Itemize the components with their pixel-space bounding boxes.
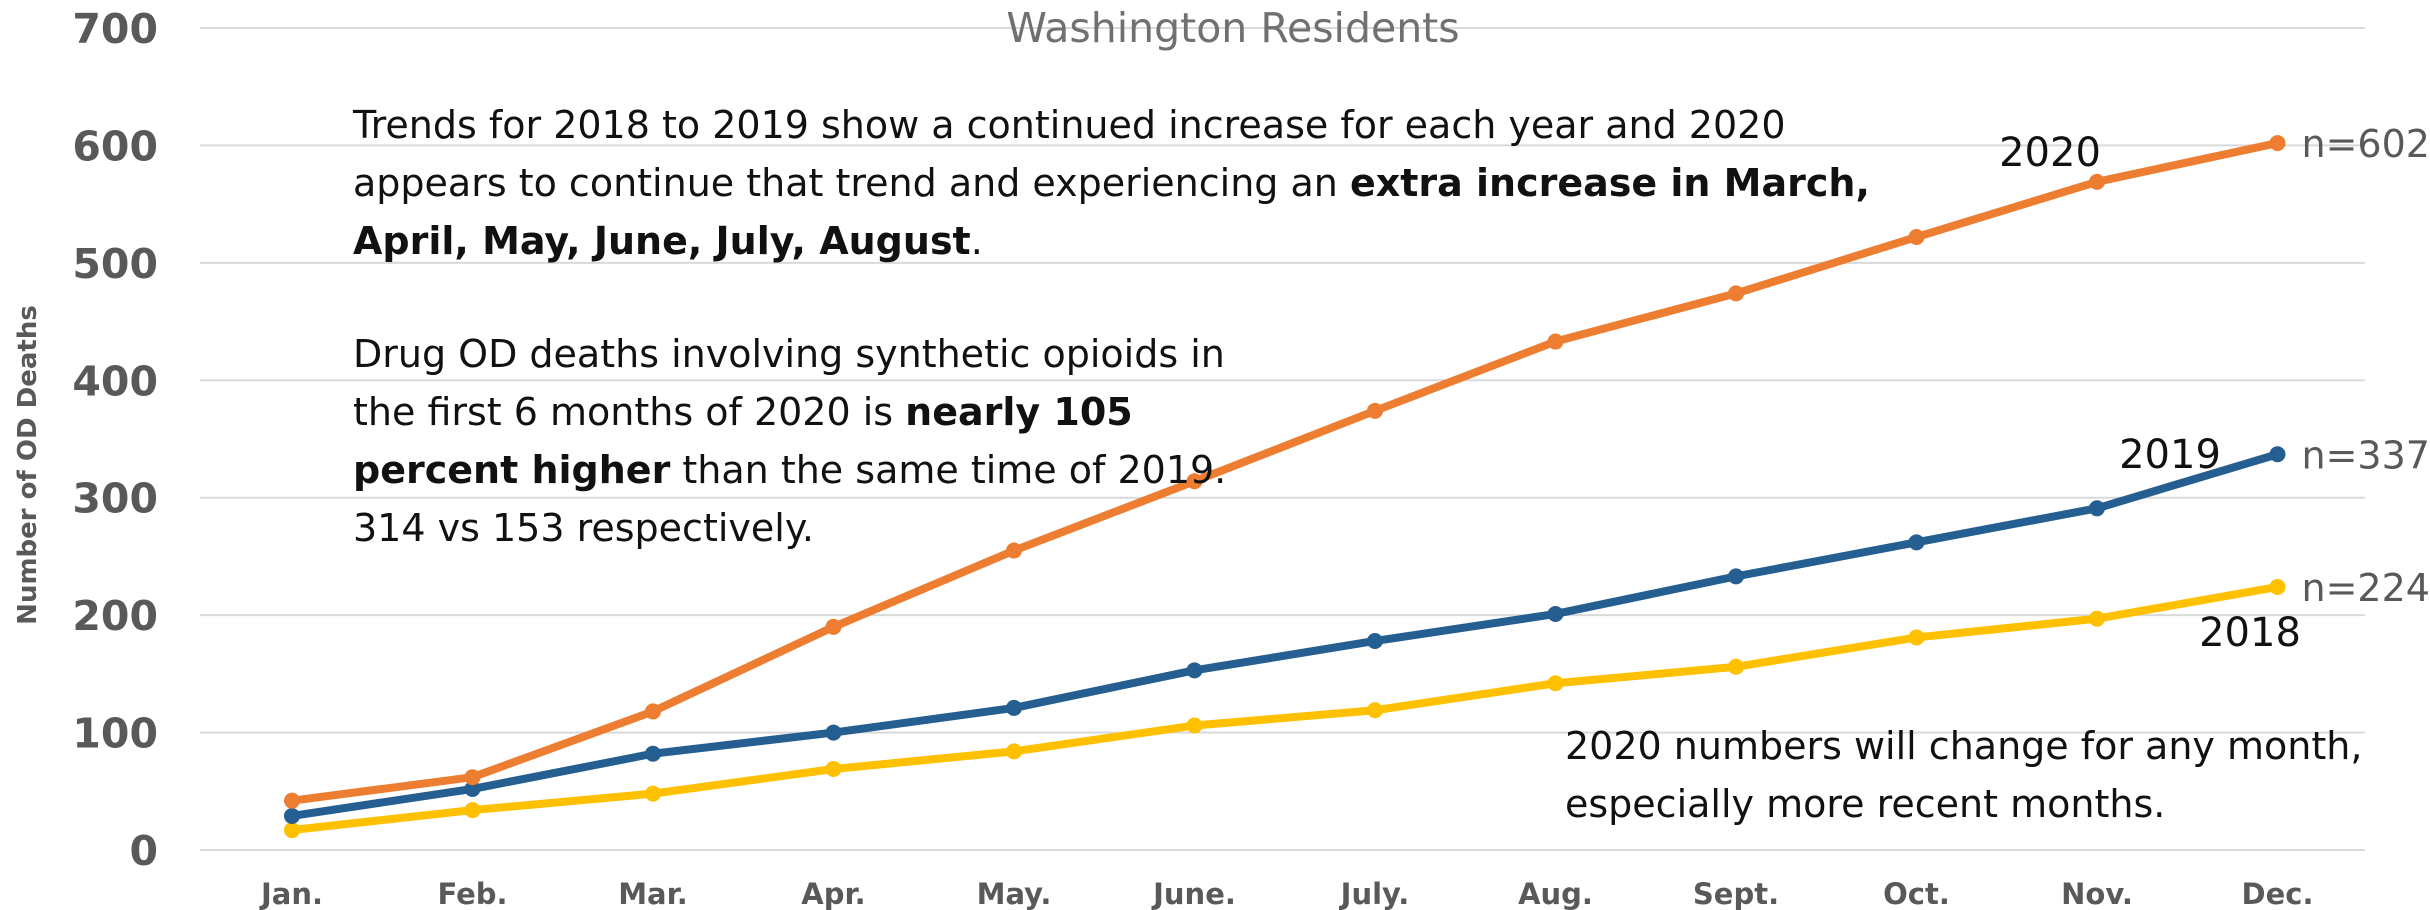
data-point-2019 — [1728, 568, 1744, 585]
data-point-2018 — [1186, 717, 1203, 734]
data-point-2020 — [1908, 229, 1925, 246]
y-tick-label: 700 — [72, 5, 158, 53]
series-2019: 2019 n=337 — [284, 432, 2430, 824]
y-axis-label: Number of OD Deaths — [13, 305, 43, 625]
x-tick-label: Sept. — [1693, 877, 1779, 910]
y-tick-label: 100 — [72, 710, 158, 758]
data-point-2019 — [2089, 500, 2105, 517]
x-tick-label: Mar. — [618, 877, 688, 910]
x-tick-label: Nov. — [2061, 877, 2133, 910]
data-point-2020 — [1006, 542, 1022, 559]
x-axis-ticks: Jan. Feb. Mar. Apr. May. June. July. Aug. Sept. O… — [259, 877, 2313, 910]
data-point-2019 — [1006, 699, 1022, 716]
data-point-2020 — [284, 792, 300, 809]
data-point-2020 — [2269, 135, 2286, 152]
series-end-label-2020: n=602 — [2302, 122, 2430, 166]
data-point-2018 — [1728, 658, 1744, 675]
synthetic-opioids-annotation: Drug OD deaths involving synthetic opioi… — [353, 325, 1253, 557]
trend-annotation-end: . — [970, 219, 983, 263]
series-line-2019 — [288, 450, 2282, 820]
data-point-2018 — [1547, 675, 1564, 692]
trend-annotation-bold: extra increase in March, April, May, Jun… — [353, 161, 1870, 263]
data-point-2018 — [645, 785, 661, 802]
data-point-2020 — [1186, 473, 1203, 490]
data-point-2020 — [1728, 285, 1744, 302]
x-tick-label: Oct. — [1883, 877, 1950, 910]
series-line-2018 — [288, 582, 2282, 835]
x-tick-label: Feb. — [437, 877, 507, 910]
data-point-2018 — [2269, 578, 2286, 595]
data-point-2018 — [1006, 743, 1022, 760]
data-point-2019 — [1367, 632, 1383, 649]
series-label-2019: 2019 — [2119, 432, 2221, 478]
data-point-2018 — [825, 760, 842, 777]
data-point-2020 — [464, 769, 481, 786]
caveat-annotation-text: 2020 numbers will change for any month, … — [1565, 724, 2363, 826]
series-end-label-2018: n=224 — [2302, 566, 2430, 610]
x-tick-label: Aug. — [1518, 877, 1593, 910]
series-label-2020: 2020 — [1999, 130, 2101, 176]
data-point-2019 — [1547, 605, 1564, 622]
data-point-2018 — [1908, 629, 1925, 646]
opioids-annotation-text: Drug OD deaths involving synthetic opioi… — [353, 332, 1225, 434]
series-label-2018: 2018 — [2199, 610, 2301, 656]
trend-annotation: Trends for 2018 to 2019 show a continued… — [353, 96, 1913, 270]
data-point-2019 — [2269, 446, 2286, 463]
data-point-2019 — [284, 807, 300, 824]
opioids-annotation-bold: nearly 105 percent higher — [353, 390, 1133, 492]
trend-annotation-text: Trends for 2018 to 2019 show a continued… — [353, 103, 1786, 205]
series-line-2020 — [288, 139, 2282, 805]
opioids-annotation-comparison: 314 vs 153 respectively. — [353, 506, 814, 550]
data-point-2019 — [1186, 662, 1203, 679]
data-point-2020 — [1547, 333, 1564, 350]
data-point-2019 — [464, 780, 481, 797]
y-tick-label: 300 — [72, 475, 158, 523]
x-tick-label: June. — [1151, 877, 1236, 910]
data-point-2020 — [645, 703, 661, 720]
data-point-2020 — [1367, 402, 1383, 419]
data-point-2019 — [825, 724, 842, 741]
data-point-2019 — [645, 745, 661, 762]
y-tick-label: 500 — [72, 240, 158, 288]
x-tick-label: May. — [977, 877, 1052, 910]
data-point-2019 — [1908, 534, 1925, 551]
data-point-2018 — [464, 802, 481, 819]
data-point-2020 — [825, 618, 842, 635]
series-end-label-2019: n=337 — [2302, 433, 2430, 477]
y-tick-label: 600 — [72, 122, 158, 170]
chart-title: Washington Residents — [1006, 4, 1459, 52]
data-point-2018 — [284, 822, 300, 839]
gridlines — [200, 27, 2365, 851]
x-tick-label: Apr. — [801, 877, 865, 910]
data-point-2020 — [2089, 173, 2105, 190]
x-tick-label: July. — [1339, 877, 1410, 910]
data-point-2018 — [1367, 702, 1383, 719]
data-caveat-annotation: 2020 numbers will change for any month, … — [1565, 717, 2415, 833]
y-tick-label: 0 — [129, 827, 158, 875]
x-tick-label: Jan. — [259, 877, 323, 910]
x-tick-label: Dec. — [2242, 877, 2314, 910]
opioids-annotation-end: than the same time of 2019. — [670, 448, 1227, 492]
y-tick-label: 200 — [72, 592, 158, 640]
series-2020: 2020 n=602 — [284, 122, 2430, 809]
y-axis-ticks: 0 100 200 300 400 500 600 700 — [72, 5, 158, 875]
y-tick-label: 400 — [72, 357, 158, 405]
data-point-2018 — [2089, 610, 2105, 627]
